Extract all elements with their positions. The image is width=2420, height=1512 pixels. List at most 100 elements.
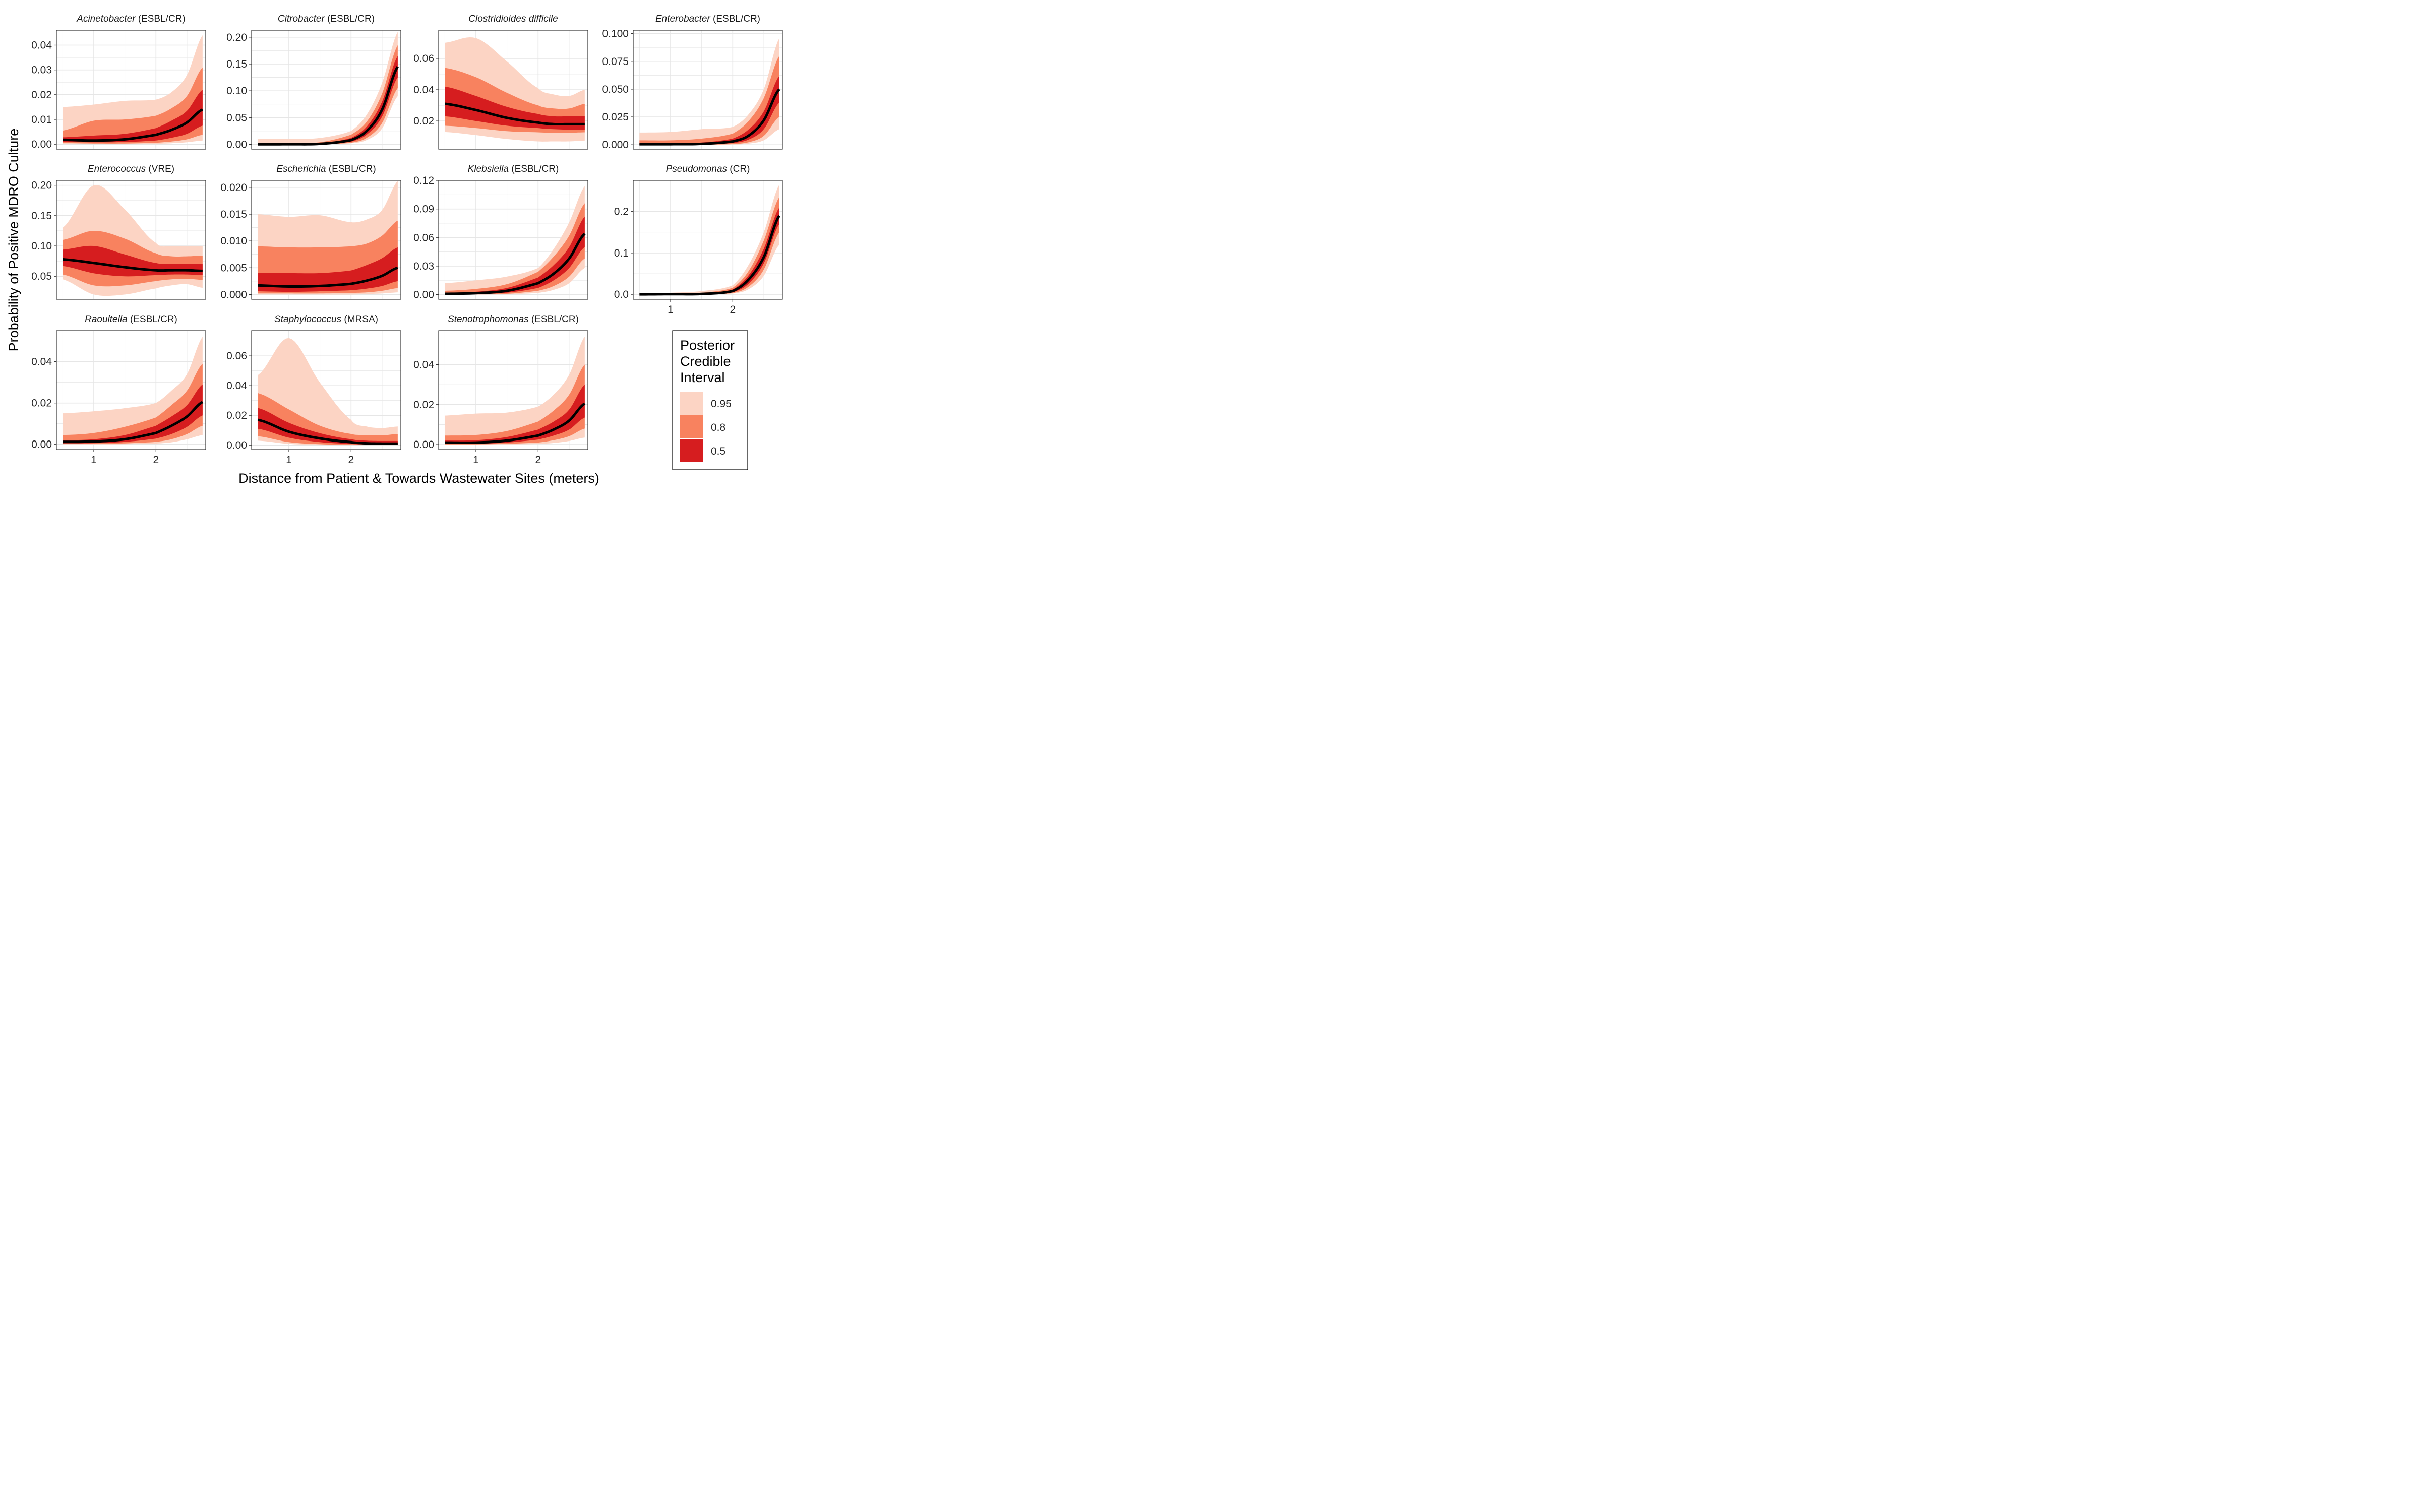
- x-tick-label: 1: [668, 304, 674, 316]
- panel-raoultella: Raoultella (ESBL/CR) 0.00 0.02 0.04 1 2: [31, 314, 206, 466]
- legend-key-08: [680, 415, 703, 438]
- x-tick-label: 2: [730, 304, 736, 316]
- median-line: [258, 66, 399, 146]
- ci50-band: [445, 216, 585, 294]
- y-tick-label: 0.1: [614, 247, 629, 259]
- panel-border: [56, 180, 206, 300]
- ci50-band: [445, 385, 585, 444]
- panel-title-genus: Klebsiella: [468, 164, 509, 174]
- panel-title: Escherichia (ESBL/CR): [276, 164, 376, 174]
- plot-area: [445, 186, 586, 295]
- median-line: [258, 266, 398, 288]
- y-tick-label: 0.04: [31, 356, 52, 368]
- panel-border: [438, 180, 588, 300]
- plot-area: [63, 337, 204, 445]
- panel-enterobacter: Enterobacter (ESBL/CR) 0.000 0.025 0.050 0.0…: [602, 14, 783, 151]
- y-tick-label: 0.09: [413, 204, 434, 215]
- y-tick-label: 0.10: [226, 85, 247, 97]
- y-tick-label: 0.03: [413, 261, 434, 272]
- median-line: [257, 418, 398, 445]
- plot-area: [63, 35, 203, 144]
- y-tick-label: 0.02: [413, 399, 434, 411]
- plot-area: [258, 32, 399, 146]
- panel-title: Klebsiella (ESBL/CR): [468, 164, 559, 174]
- panel-border: [251, 30, 401, 150]
- panel-title-genus: Escherichia: [276, 164, 326, 174]
- legend-label-08: 0.8: [711, 422, 725, 433]
- y-tick-label: 0.000: [220, 289, 247, 300]
- y-tick-label: 0.01: [31, 114, 52, 125]
- panel-title-genus: Enterobacter: [655, 14, 710, 24]
- panel-title-genus: Raoultella: [85, 314, 128, 325]
- y-tick-label: 0.03: [31, 65, 52, 76]
- panel-title-suffix: (VRE): [146, 164, 174, 174]
- y-tick-label: 0.0: [614, 289, 629, 300]
- y-tick-label: 0.15: [31, 210, 52, 222]
- panel-title: Pseudomonas (CR): [666, 164, 750, 174]
- median-line: [445, 232, 586, 295]
- y-tick-label: 0.05: [226, 112, 247, 123]
- x-tick-label: 2: [153, 454, 159, 466]
- panel-border: [56, 30, 206, 150]
- y-tick-label: 0.12: [413, 175, 434, 186]
- ci50-band: [63, 90, 203, 143]
- y-tick-label: 0.000: [602, 139, 629, 151]
- panel-title-suffix: (ESBL/CR): [710, 14, 760, 24]
- legend-title-line-2: Credible: [680, 354, 731, 369]
- y-tick-label: 0.00: [31, 139, 52, 150]
- panel-border: [56, 330, 206, 450]
- panel-title: Stenotrophomonas (ESBL/CR): [448, 314, 579, 325]
- median-line: [445, 102, 585, 126]
- y-axis-title: Probability of Positive MDRO Culture: [6, 129, 21, 352]
- y-tick-label: 0.06: [413, 232, 434, 243]
- panel-title-genus: Enterococcus: [88, 164, 146, 174]
- legend: Posterior Credible Interval 0.95 0.8 0.5: [672, 330, 748, 470]
- legend-label-05: 0.5: [711, 446, 725, 457]
- panel-title-genus: Staphylococcus: [274, 314, 342, 325]
- panel-title: Enterobacter (ESBL/CR): [655, 14, 760, 24]
- panel-escherichia: Escherichia (ESBL/CR) 0.000 0.005 0.010 0.01…: [220, 164, 401, 300]
- panel-border: [438, 330, 588, 450]
- panel-acinetobacter: Acinetobacter (ESBL/CR) 0.00 0.01 0.02 0.03 0…: [31, 14, 206, 150]
- y-tick-label: 0.02: [413, 115, 434, 127]
- panel-stenotrophomonas: Stenotrophomonas (ESBL/CR) 0.00 0.02 0.04 1 2: [413, 314, 588, 466]
- median-line: [63, 401, 204, 444]
- plot-area: [258, 181, 398, 295]
- y-tick-label: 0.2: [614, 206, 629, 218]
- median-line: [639, 215, 780, 296]
- y-tick-label: 0.00: [31, 439, 52, 451]
- median-line: [63, 258, 203, 272]
- panel-title-suffix: (CR): [727, 164, 750, 174]
- y-tick-label: 0.075: [602, 56, 629, 68]
- panel-title-suffix: (MRSA): [341, 314, 378, 325]
- y-tick-label: 0.06: [413, 53, 434, 65]
- plot-area: [257, 338, 398, 446]
- x-tick-label: 1: [91, 454, 97, 466]
- panel-title-genus: Clostridioides difficile: [468, 14, 558, 24]
- y-tick-label: 0.02: [31, 89, 52, 101]
- y-tick-label: 0.02: [226, 410, 247, 421]
- y-tick-label: 0.04: [226, 380, 247, 392]
- y-tick-label: 0.050: [602, 84, 629, 95]
- median-line: [445, 402, 586, 444]
- y-tick-label: 0.20: [31, 180, 52, 192]
- panel-title: Raoultella (ESBL/CR): [85, 314, 177, 325]
- plot-area: [639, 184, 780, 296]
- x-tick-label: 2: [348, 454, 354, 466]
- legend-title-line-3: Interval: [680, 370, 725, 385]
- legend-title-line-1: Posterior: [680, 338, 735, 353]
- x-axis-title: Distance from Patient & Towards Wastewat…: [238, 471, 599, 486]
- panel-staphylococcus: Staphylococcus (MRSA) 0.00 0.02 0.04 0.06 1 2: [226, 314, 401, 466]
- panel-title-suffix: (ESBL/CR): [509, 164, 559, 174]
- panel-title: Citrobacter (ESBL/CR): [278, 14, 375, 24]
- y-tick-label: 0.05: [31, 271, 52, 282]
- plot-area: [445, 37, 585, 142]
- y-tick-label: 0.04: [413, 84, 434, 96]
- plot-area: [63, 185, 203, 296]
- ci50-band: [63, 245, 203, 277]
- panel-title-suffix: (ESBL/CR): [128, 314, 177, 325]
- y-tick-label: 0.100: [602, 28, 629, 40]
- panel-clostridioides-difficile: Clostridioides difficile 0.02 0.04 0.06: [413, 14, 588, 150]
- panel-title: Acinetobacter (ESBL/CR): [76, 14, 185, 24]
- panels-group: Acinetobacter (ESBL/CR)0.000.010.020.030…: [31, 14, 783, 466]
